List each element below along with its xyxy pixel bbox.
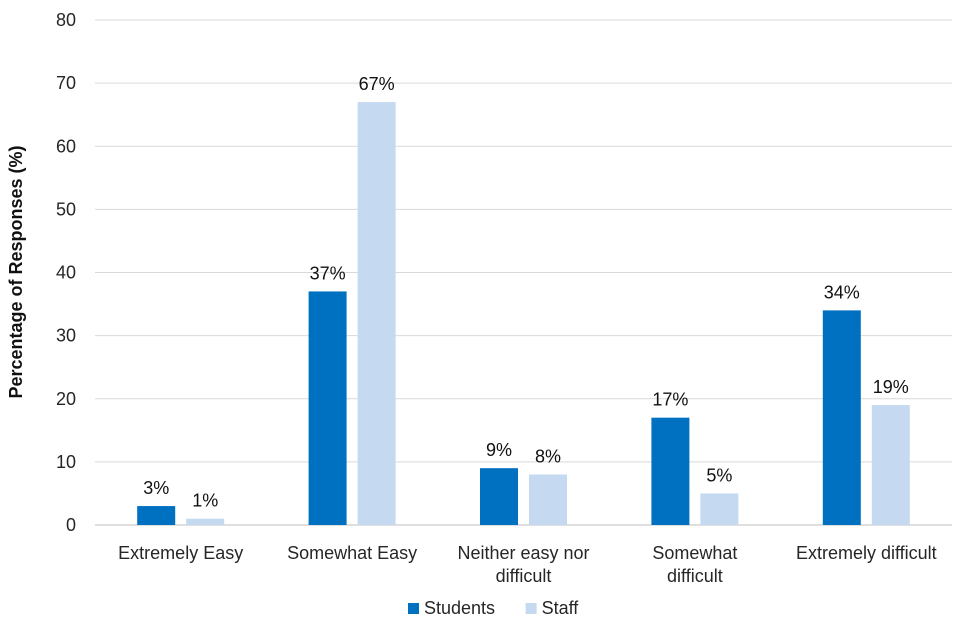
data-label: 17%	[652, 390, 688, 410]
y-tick-label: 20	[56, 389, 76, 409]
bar-staff	[529, 474, 567, 525]
bars	[137, 102, 910, 525]
bar-students	[651, 417, 690, 525]
legend-swatch-students	[408, 603, 419, 614]
bar-staff	[186, 518, 225, 525]
x-category-label: Extremely difficult	[796, 543, 937, 563]
x-category-label: Neither easy nor difficult	[457, 543, 589, 586]
y-tick-label: 0	[66, 515, 76, 535]
data-label: 1%	[192, 491, 218, 511]
data-label: 8%	[535, 447, 561, 467]
y-tick-label: 10	[56, 452, 76, 472]
y-axis-ticks: 0 10 20 30 40 50 60 70 80	[56, 10, 76, 535]
y-axis-label: Percentage of Responses (%)	[6, 145, 26, 398]
x-category-label: Somewhat Easy	[287, 543, 417, 563]
legend-swatch-staff	[525, 603, 537, 614]
y-tick-label: 50	[56, 199, 76, 219]
data-label: 9%	[486, 440, 512, 460]
bar-staff	[357, 102, 396, 525]
x-category-label: Extremely Easy	[118, 543, 243, 563]
data-label: 37%	[310, 263, 346, 283]
bar-students	[308, 291, 347, 525]
data-label: 3%	[143, 478, 169, 498]
y-tick-label: 70	[56, 73, 76, 93]
x-category-label: Somewhat difficult	[652, 543, 737, 586]
y-tick-label: 30	[56, 326, 76, 346]
data-label: 19%	[873, 377, 909, 397]
data-label: 34%	[824, 282, 860, 302]
legend-label-students: Students	[424, 598, 495, 618]
bar-students	[822, 310, 861, 525]
y-tick-label: 60	[56, 136, 76, 156]
gridlines	[95, 19, 952, 526]
y-tick-label: 40	[56, 263, 76, 283]
legend: Students Staff	[408, 598, 579, 618]
bar-staff	[700, 493, 739, 525]
bar-students	[480, 468, 518, 525]
data-labels: 3% 1% 37% 67% 9% 8% 17% 5% 34% 19%	[143, 74, 909, 511]
data-label: 67%	[359, 74, 395, 94]
y-tick-label: 80	[56, 10, 76, 30]
bar-students	[137, 506, 176, 525]
legend-label-staff: Staff	[542, 598, 580, 618]
x-axis-categories: Extremely Easy Somewhat Easy Neither easy …	[118, 543, 936, 586]
data-label: 5%	[706, 465, 732, 485]
bar-staff	[871, 405, 910, 525]
